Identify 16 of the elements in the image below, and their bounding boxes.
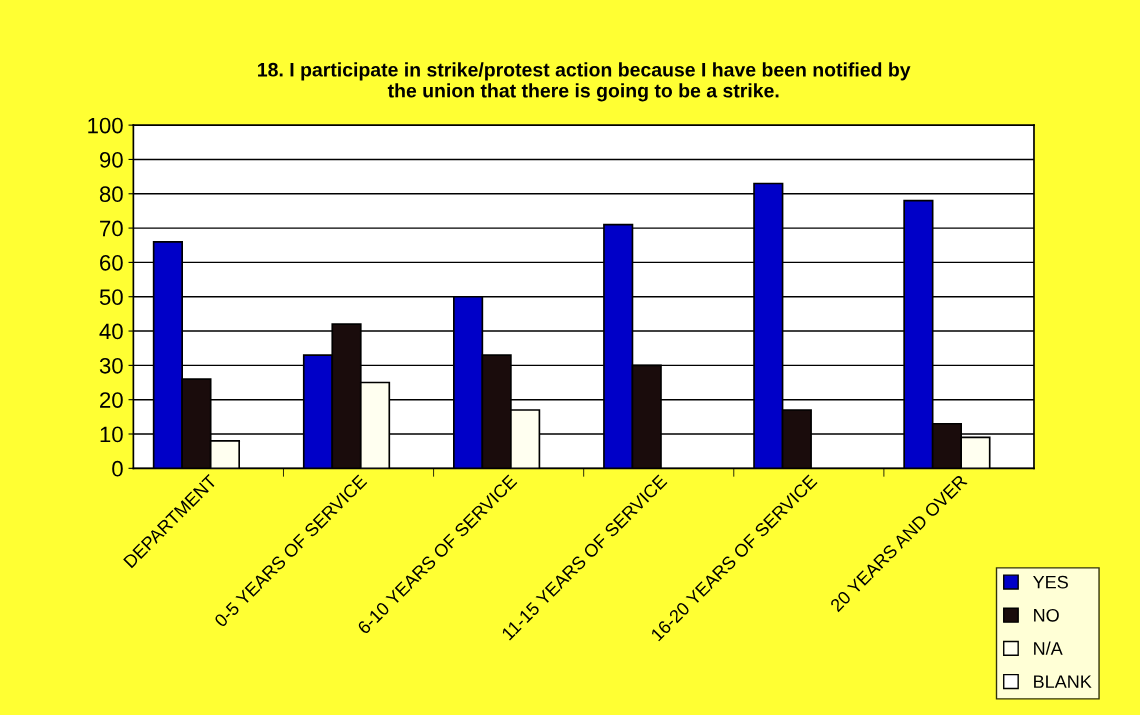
y-tick-label: 90 xyxy=(99,151,123,168)
y-tick-label: 40 xyxy=(99,323,123,340)
y-tick-label: 10 xyxy=(100,426,123,443)
legend-label: YES xyxy=(1033,575,1068,589)
legend-label: BLANK xyxy=(1034,675,1092,688)
y-tick-label: 70 xyxy=(100,220,123,237)
y-tick-label: 0 xyxy=(112,460,123,477)
legend-label: N/A xyxy=(1034,641,1063,655)
y-tick-label: 80 xyxy=(99,186,123,203)
y-tick-label: 100 xyxy=(88,117,123,134)
chart-title: 18. I participate in strike/protest action because I have been notified by the union that there is going to be a strike. xyxy=(258,62,911,102)
legend-label: NO xyxy=(1034,608,1059,622)
y-tick-label: 50 xyxy=(99,289,123,305)
y-tick-label: 60 xyxy=(100,254,123,271)
y-tick-label: 20 xyxy=(100,392,123,408)
y-tick-label: 30 xyxy=(99,357,123,374)
